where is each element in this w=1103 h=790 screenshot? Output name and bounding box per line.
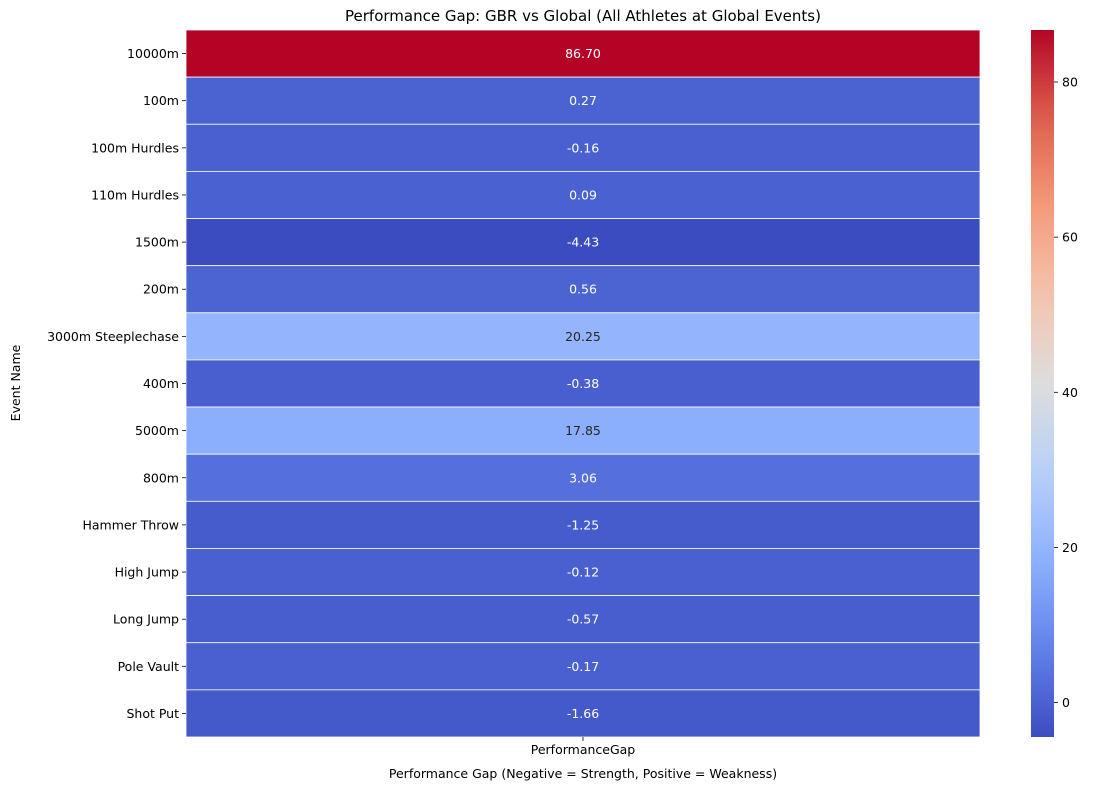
y-tick-label: 3000m Steeplechase: [47, 329, 179, 344]
chart-title: Performance Gap: GBR vs Global (All Athl…: [345, 7, 821, 25]
cell-value-label: -0.12: [567, 565, 599, 580]
colorbar-tick-label: 60: [1062, 230, 1078, 245]
x-axis-ticks: PerformanceGap: [531, 737, 636, 757]
colorbar-tick-label: 80: [1062, 74, 1078, 89]
cell-value-label: -0.17: [567, 659, 599, 674]
colorbar-ticks: 0 20 40 60 80: [1054, 74, 1078, 710]
heatmap-cell-labels: 86.70 0.27 -0.16 0.09 -4.43 0.56 20.25 -0.38 17.…: [565, 46, 601, 721]
y-tick-label: 1500m: [135, 235, 179, 250]
heatmap-cell: [185, 595, 981, 644]
heatmap-cell: [185, 170, 981, 219]
heatmap-cell: [185, 265, 981, 314]
y-tick-label: 5000m: [135, 423, 179, 438]
cell-value-label: 17.85: [565, 423, 601, 438]
colorbar-tick-label: 40: [1062, 385, 1078, 400]
y-tick-label: 800m: [143, 470, 179, 485]
y-axis-label: Event Name: [8, 344, 23, 421]
cell-value-label: 0.09: [569, 187, 597, 202]
x-tick-label: PerformanceGap: [531, 742, 636, 757]
heatmap-cell: [185, 689, 981, 738]
y-tick-label: Hammer Throw: [82, 517, 179, 532]
cell-value-label: -1.66: [567, 706, 599, 721]
cell-value-label: 3.06: [569, 470, 597, 485]
cell-value-label: -1.25: [567, 517, 599, 532]
heatmap-cell: [185, 500, 981, 549]
heatmap-cell: [185, 76, 981, 125]
y-tick-label: Pole Vault: [118, 659, 180, 674]
heatmap-cell: [185, 359, 981, 408]
y-tick-label: Shot Put: [126, 706, 179, 721]
heatmap-cell: [185, 548, 981, 597]
cell-value-label: 20.25: [565, 329, 601, 344]
cell-value-label: -4.43: [567, 235, 599, 250]
colorbar-tick-label: 20: [1062, 540, 1078, 555]
cell-value-label: 0.27: [569, 93, 597, 108]
colorbar-tick-label: 0: [1062, 695, 1070, 710]
y-axis-ticks: 10000m 100m 100m Hurdles 110m Hurdles 1500m 2…: [47, 46, 186, 721]
heatmap-cells: [185, 29, 981, 738]
heatmap-cell: [185, 642, 981, 691]
y-tick-label: Long Jump: [113, 612, 179, 627]
y-tick-label: High Jump: [115, 565, 179, 580]
heatmap-cell: [185, 218, 981, 267]
x-axis-label: Performance Gap (Negative = Strength, Po…: [389, 766, 777, 781]
y-tick-label: 100m: [143, 93, 179, 108]
colorbar: [1031, 30, 1054, 737]
cell-value-label: -0.57: [567, 612, 599, 627]
y-tick-label: 400m: [143, 376, 179, 391]
heatmap-cell: [185, 29, 981, 78]
y-tick-label: 110m Hurdles: [91, 187, 179, 202]
cell-value-label: 0.56: [569, 282, 597, 297]
heatmap-cell: [185, 453, 981, 502]
cell-value-label: -0.16: [567, 140, 599, 155]
cell-value-label: 86.70: [565, 46, 601, 61]
cell-value-label: -0.38: [567, 376, 599, 391]
y-tick-label: 200m: [143, 282, 179, 297]
y-tick-label: 100m Hurdles: [91, 140, 179, 155]
y-tick-label: 10000m: [127, 46, 179, 61]
heatmap-cell: [185, 123, 981, 172]
